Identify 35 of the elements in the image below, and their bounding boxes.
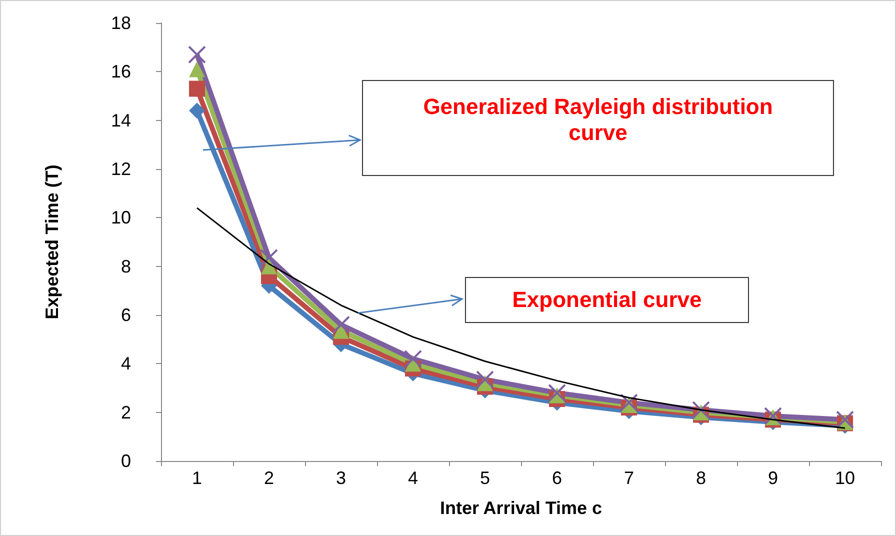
x-tick-label: 10: [834, 468, 856, 488]
x-tick-label: 3: [336, 468, 346, 488]
point: [620, 394, 638, 412]
x-tick-label: 8: [696, 468, 706, 488]
x-tick-label: 6: [552, 468, 562, 488]
x-tick-label: 7: [624, 468, 634, 488]
y-tick-label: 16: [110, 62, 131, 82]
point: [332, 316, 350, 334]
point: [692, 400, 710, 419]
x-axis-title: Inter Arrival Time c: [440, 498, 602, 518]
x-tick-label: 9: [768, 468, 778, 488]
point: [261, 258, 277, 274]
y-tick-label: 0: [120, 451, 131, 471]
point: [476, 370, 494, 388]
y-tick-label: 4: [120, 354, 131, 374]
y-axis-title: Expected Time (T): [42, 164, 62, 320]
y-tick-label: 18: [110, 13, 131, 33]
y-tick-label: 2: [120, 402, 131, 422]
x-tick-label: 4: [408, 468, 418, 488]
point: [548, 384, 566, 402]
point: [189, 61, 205, 78]
point: [404, 350, 422, 368]
y-tick-label: 6: [120, 305, 131, 325]
x-tick-label: 1: [192, 468, 202, 488]
x-tick-label: 2: [264, 468, 274, 488]
point: [836, 410, 854, 429]
point: [189, 80, 205, 97]
x-tick-label: 5: [480, 468, 490, 488]
point: [189, 102, 205, 119]
y-tick-label: 8: [120, 256, 131, 276]
y-tick-label: 12: [110, 159, 131, 179]
y-tick-label: 10: [110, 208, 131, 228]
point: [188, 46, 206, 64]
point: [260, 248, 278, 267]
y-tick-label: 14: [110, 110, 131, 130]
